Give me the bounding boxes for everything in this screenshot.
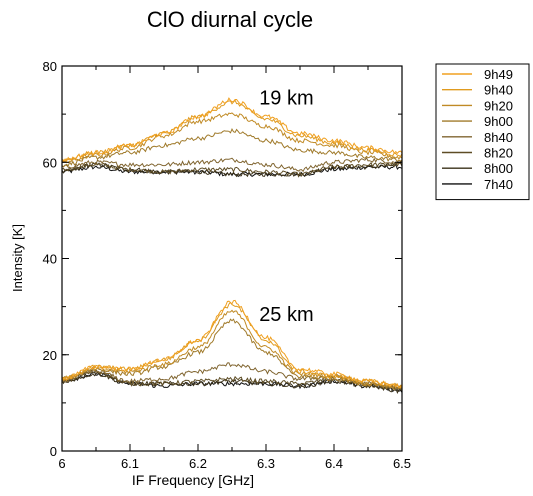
annotation-25-km: 25 km — [259, 304, 313, 326]
series-line-9h49-19-km — [61, 97, 403, 163]
annotations: 19 km 25 km — [259, 88, 313, 327]
legend-label-9h40: 9h40 — [484, 83, 513, 98]
y-tick-label: 20 — [43, 348, 57, 363]
plot-frame — [61, 65, 403, 452]
series-line-8h00-25-km — [61, 371, 403, 394]
legend-label-8h20: 8h20 — [484, 146, 513, 161]
y-tick-label: 0 — [50, 444, 57, 459]
y-axis-label: Intensity [K] — [10, 224, 25, 292]
series-line-8h40-19-km — [61, 157, 403, 173]
series-line-7h40-19-km — [61, 164, 403, 178]
series-line-9h20-25-km — [61, 309, 403, 389]
series-group-19-km — [61, 97, 403, 178]
x-tick-label: 6.1 — [121, 456, 139, 471]
x-tick-label: 6.4 — [325, 456, 343, 471]
y-tick-label: 80 — [43, 59, 57, 74]
annotation-19-km: 19 km — [259, 88, 313, 110]
series-line-9h00-25-km — [61, 318, 403, 391]
legend-label-9h20: 9h20 — [484, 98, 513, 113]
series-line-9h00-19-km — [61, 127, 403, 168]
legend-label-8h40: 8h40 — [484, 130, 513, 145]
series-line-8h20-19-km — [61, 161, 403, 178]
plot-area — [61, 97, 403, 394]
series-group-25-km — [61, 299, 403, 394]
y-tick-label: 40 — [43, 252, 57, 267]
legend-label-7h40: 7h40 — [484, 177, 513, 192]
series-line-9h40-19-km — [61, 99, 403, 163]
x-tick-label: 6.3 — [257, 456, 275, 471]
chart-title: ClO diurnal cycle — [147, 7, 313, 32]
x-tick-label: 6.2 — [189, 456, 207, 471]
legend-label-8h00: 8h00 — [484, 161, 513, 176]
x-tick-label: 6.5 — [393, 456, 411, 471]
series-line-9h49-25-km — [61, 299, 403, 389]
series-line-9h20-19-km — [61, 112, 403, 163]
legend-label-9h49: 9h49 — [484, 67, 513, 82]
axes: 6 6.1 6.2 6.3 6.4 6.5 0 20 40 60 80 — [43, 59, 412, 471]
x-axis-label: IF Frequency [GHz] — [132, 472, 254, 488]
x-tick-label: 6 — [58, 456, 65, 471]
y-tick-label: 60 — [43, 155, 57, 170]
legend-box — [435, 63, 530, 201]
legend-label-9h00: 9h00 — [484, 114, 513, 129]
